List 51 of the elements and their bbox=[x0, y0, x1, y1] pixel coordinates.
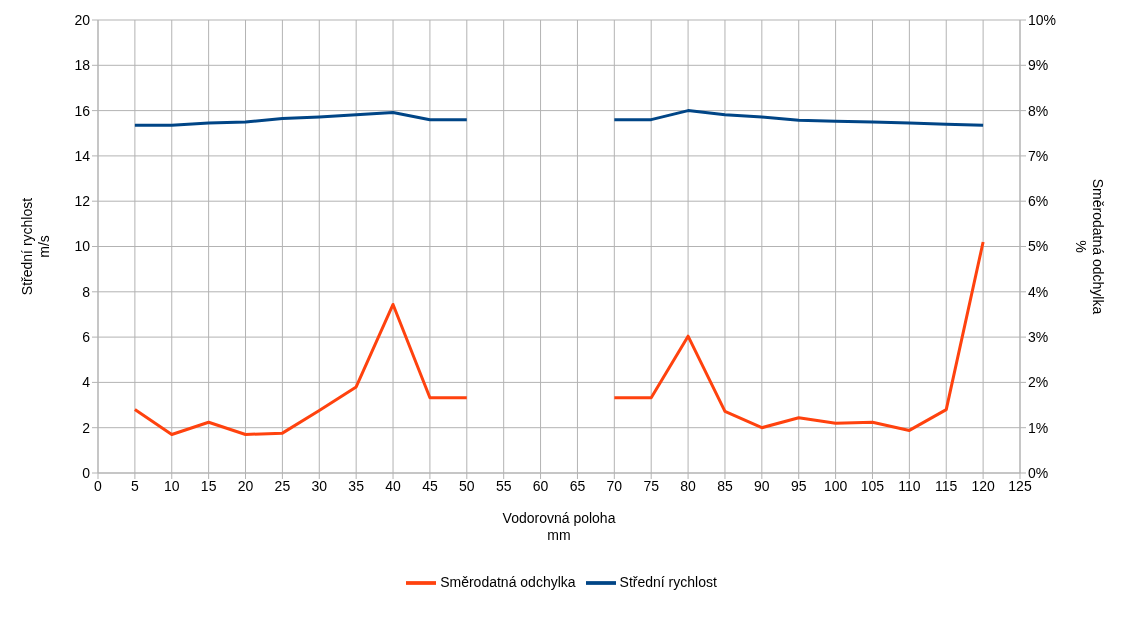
x-tick-label: 70 bbox=[606, 477, 623, 494]
x-tick-label: 120 bbox=[971, 477, 996, 494]
y2-tick-label: 8% bbox=[1028, 102, 1049, 119]
x-tick-label: 115 bbox=[935, 477, 958, 494]
y-tick-label: 6 bbox=[82, 329, 91, 346]
x-tick-label: 10 bbox=[163, 477, 180, 494]
y-tick-label: 20 bbox=[74, 11, 91, 28]
y-tick-label: 12 bbox=[74, 193, 91, 210]
x-tick-label: 40 bbox=[385, 477, 402, 494]
x-tick-label: 110 bbox=[898, 477, 921, 494]
y2-tick-label: 9% bbox=[1028, 57, 1049, 74]
x-tick-label: 95 bbox=[790, 477, 807, 494]
x-tick-label: 105 bbox=[860, 477, 885, 494]
y-tick-label: 0 bbox=[82, 464, 91, 481]
legend-label: Střední rychlost bbox=[619, 573, 717, 590]
y2-tick-label: 5% bbox=[1028, 238, 1049, 255]
x-tick-label: 35 bbox=[348, 477, 365, 494]
x-tick-label: 100 bbox=[823, 477, 848, 494]
y-tick-label: 18 bbox=[74, 57, 91, 74]
y2-tick-label: 1% bbox=[1028, 419, 1049, 436]
y2-axis-title: Směrodatná odchylka % bbox=[1073, 178, 1106, 315]
y-tick-label: 16 bbox=[74, 102, 91, 119]
y2-tick-label: 3% bbox=[1028, 329, 1049, 346]
x-axis-title: Vodorovná poloha mm bbox=[502, 510, 616, 543]
x-tick-label: 30 bbox=[311, 477, 328, 494]
x-tick-label: 60 bbox=[532, 477, 549, 494]
x-tick-label: 20 bbox=[237, 477, 254, 494]
x-tick-label: 0 bbox=[94, 477, 103, 494]
y2-tick-label: 7% bbox=[1028, 147, 1049, 164]
x-tick-label: 15 bbox=[200, 477, 217, 494]
y-tick-label: 4 bbox=[82, 374, 91, 391]
y-axis-title: Střední rychlost m/s bbox=[19, 197, 52, 296]
x-tick-label: 90 bbox=[754, 477, 770, 494]
y-tick-label: 2 bbox=[82, 419, 91, 436]
y2-tick-label: 10% bbox=[1028, 11, 1057, 28]
x-tick-label: 25 bbox=[274, 477, 291, 494]
x-tick-label: 5 bbox=[130, 477, 139, 494]
x-tick-label: 65 bbox=[569, 477, 586, 494]
y-tick-label: 8 bbox=[82, 283, 91, 300]
y-tick-label: 10 bbox=[74, 238, 91, 255]
x-tick-label: 45 bbox=[422, 477, 438, 494]
x-tick-label: 50 bbox=[459, 477, 475, 494]
y2-tick-label: 2% bbox=[1028, 374, 1049, 391]
x-tick-label: 55 bbox=[495, 477, 512, 494]
x-tick-label: 75 bbox=[643, 477, 660, 494]
x-tick-label: 80 bbox=[680, 477, 697, 494]
x-tick-label: 85 bbox=[717, 477, 733, 494]
legend-label: Směrodatná odchylka bbox=[440, 573, 576, 590]
y2-tick-label: 6% bbox=[1028, 193, 1049, 210]
y2-tick-label: 4% bbox=[1028, 283, 1049, 300]
y-tick-label: 14 bbox=[74, 147, 91, 164]
